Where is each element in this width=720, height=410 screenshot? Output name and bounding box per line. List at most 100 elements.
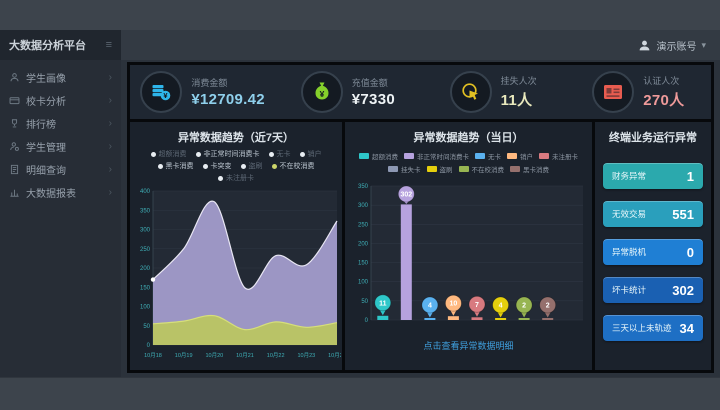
app-title: 大数据分析平台 xyxy=(9,40,86,52)
svg-text:200: 200 xyxy=(357,241,368,247)
svg-text:50: 50 xyxy=(361,299,368,305)
terminal-stat-3[interactable]: 坏卡统计 302 xyxy=(603,277,703,303)
svg-text:350: 350 xyxy=(357,184,368,190)
stat-value: 1 xyxy=(686,168,694,184)
kpi-card-3: 认证人次 270人 xyxy=(566,71,711,113)
legend-item[interactable]: 盗刷 xyxy=(426,164,453,174)
sidebar-item-label: 学生管理 xyxy=(26,143,66,154)
sidebar-item-bigdata-report[interactable]: 大数据报表 › xyxy=(0,181,121,204)
sidebar-item-student-mgmt[interactable]: 学生管理 › xyxy=(0,135,121,158)
kpi-label: 消费金额 xyxy=(191,78,228,88)
svg-text:2: 2 xyxy=(522,303,526,310)
terminal-stat-1[interactable]: 无效交易 551 xyxy=(603,201,703,227)
legend-item[interactable]: 卡突变 xyxy=(202,161,232,171)
id-card-icon xyxy=(592,71,635,113)
app-brand: 大数据分析平台 ≡ xyxy=(0,30,121,60)
legend-item[interactable]: 超额消费 xyxy=(150,149,187,159)
legend-dot-icon xyxy=(218,175,223,181)
legend-item[interactable]: 销户 xyxy=(299,149,322,159)
legend-item[interactable]: 非正常时间消费卡 xyxy=(195,149,260,159)
sidebar-item-label: 校卡分析 xyxy=(26,97,66,108)
legend-dot-icon xyxy=(240,163,246,169)
chevron-right-icon: › xyxy=(108,95,112,106)
terminal-stats: 财务异常 1 无效交易 551 异常脱机 0 坏卡统计 302 三天以上未轨迹 34 xyxy=(595,145,711,341)
legend-swatch-icon xyxy=(388,166,398,172)
user-menu[interactable]: 演示账号 ▾ xyxy=(638,38,706,53)
legend-dot-icon xyxy=(271,163,277,169)
terminal-stat-2[interactable]: 异常脱机 0 xyxy=(603,239,703,265)
sidebar-item-label: 排行榜 xyxy=(26,120,56,131)
chevron-right-icon: › xyxy=(108,118,112,129)
svg-text:200: 200 xyxy=(140,266,151,272)
chevron-right-icon: › xyxy=(108,164,112,175)
legend-item[interactable]: 超额消费 xyxy=(359,151,398,161)
legend-item[interactable]: 销户 xyxy=(507,151,533,161)
user-icon xyxy=(9,72,20,83)
legend-item[interactable]: 未注册卡 xyxy=(539,151,578,161)
legend-swatch-icon xyxy=(404,153,414,159)
sidebar-item-card-analysis[interactable]: 校卡分析 › xyxy=(0,89,121,112)
kpi-card-1: ¥ 充值金额 ¥7330 xyxy=(275,71,420,113)
legend-swatch-icon xyxy=(426,166,437,172)
stat-label: 财务异常 xyxy=(612,171,647,181)
menu-toggle-icon[interactable]: ≡ xyxy=(105,39,112,51)
svg-text:250: 250 xyxy=(357,222,368,228)
svg-text:300: 300 xyxy=(357,203,368,209)
panel-title-terminal: 终端业务运行异常 xyxy=(609,132,697,144)
legend-item[interactable]: 黑卡消费 xyxy=(510,164,549,174)
legend-item[interactable]: 盗刷 xyxy=(240,161,263,171)
svg-text:250: 250 xyxy=(140,247,151,253)
legend-dot-icon xyxy=(157,163,163,169)
svg-text:10月23: 10月23 xyxy=(297,352,315,359)
stat-value: 551 xyxy=(672,206,694,222)
legend-7days: 超额消费 非正常时间消费卡 无卡 销户黑卡消费 卡突变 盗刷 不在校消费未注册卡 xyxy=(130,149,342,183)
panel-terminal: 终端业务运行异常 财务异常 1 无效交易 551 异常脱机 0 坏卡统计 302 三天以上未轨迹… xyxy=(595,122,711,370)
legend-item[interactable]: 非正常时间消费卡 xyxy=(404,151,469,161)
svg-text:100: 100 xyxy=(357,280,368,286)
svg-text:10月24: 10月24 xyxy=(328,352,341,359)
report-icon xyxy=(9,187,20,198)
svg-text:0: 0 xyxy=(364,318,368,324)
legend-item[interactable]: 不在校消费 xyxy=(271,161,315,171)
svg-text:11: 11 xyxy=(379,300,387,307)
legend-item[interactable]: 黑卡消费 xyxy=(157,161,194,171)
stat-value: 302 xyxy=(672,282,694,298)
user-gear-icon xyxy=(9,141,20,152)
svg-text:4: 4 xyxy=(427,303,431,310)
svg-text:302: 302 xyxy=(400,192,412,199)
sidebar-item-label: 明细查询 xyxy=(26,166,66,177)
legend-item[interactable]: 挂失卡 xyxy=(388,164,421,174)
bottom-strip xyxy=(0,377,720,410)
svg-text:100: 100 xyxy=(140,305,151,311)
coins-icon: ¥ xyxy=(140,71,183,113)
stat-value: 0 xyxy=(686,244,694,260)
terminal-stat-4[interactable]: 三天以上未轨迹 34 xyxy=(603,315,703,341)
detail-link[interactable]: 点击查看异常数据明细 xyxy=(423,341,514,351)
legend-dot-icon xyxy=(195,151,201,157)
legend-item[interactable]: 无卡 xyxy=(475,151,501,161)
sidebar-item-ranking[interactable]: 排行榜 › xyxy=(0,112,121,135)
legend-item[interactable]: 不在校消费 xyxy=(458,164,504,174)
legend-swatch-icon xyxy=(507,153,517,159)
stat-value: 34 xyxy=(679,320,694,336)
svg-text:350: 350 xyxy=(140,208,151,214)
sidebar-item-student-profile[interactable]: 学生画像 › xyxy=(0,66,121,89)
panel-trend-today: 异常数据趋势（当日） 超额消费 非正常时间消费卡 无卡 销户 未注册卡 挂失卡 盗刷 不在校消… xyxy=(345,122,592,370)
kpi-value: 270人 xyxy=(643,92,685,109)
chevron-right-icon: › xyxy=(108,187,112,198)
stat-label: 坏卡统计 xyxy=(612,285,647,295)
legend-item[interactable]: 无卡 xyxy=(268,149,291,159)
sidebar-item-detail-query[interactable]: 明细查询 › xyxy=(0,158,121,181)
legend-item[interactable]: 未注册卡 xyxy=(218,173,254,183)
dashboard-frame: ¥ 消费金额 ¥12709.42 ¥ 充值金额 ¥7330 挂失人次 11人 认证人次 270人 … xyxy=(127,62,714,373)
chevron-right-icon: › xyxy=(108,141,112,152)
caret-down-icon: ▾ xyxy=(701,39,706,50)
legend-dot-icon xyxy=(202,163,208,169)
terminal-stat-0[interactable]: 财务异常 1 xyxy=(603,163,703,189)
panel-title-7days: 异常数据趋势（近7天） xyxy=(177,132,295,144)
legend-dot-icon xyxy=(268,151,274,157)
svg-text:10月19: 10月19 xyxy=(175,352,193,359)
bar-chart: 0 50 100 150 200 250 300 350 11 302 4 10 7 4 2 2 xyxy=(357,184,583,324)
money-bag-icon: ¥ xyxy=(300,71,343,113)
